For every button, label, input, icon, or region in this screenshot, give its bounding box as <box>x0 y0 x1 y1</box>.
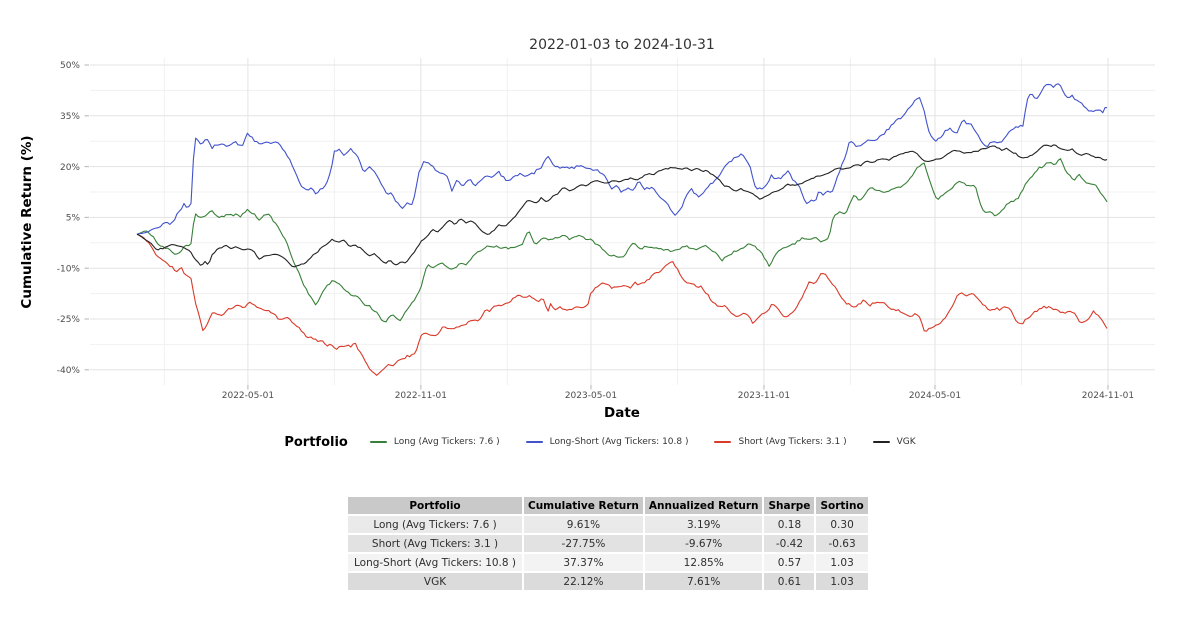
table-cell: 12.85% <box>642 552 765 573</box>
column-header: Sortino <box>814 495 870 516</box>
x-tick-label: 2023-11-01 <box>738 391 790 401</box>
summary-table: Portfolio Cumulative Return Annualized Ret… <box>346 495 870 592</box>
series-line-2 <box>136 233 1108 376</box>
legend-items: Long (Avg Tickers: 7.6 ) Long-Short (Avg … <box>369 437 916 447</box>
y-tick-label: 35% <box>60 112 80 122</box>
legend-label: Short (Avg Tickers: 3.1 ) <box>738 437 847 447</box>
table-cell: 37.37% <box>522 552 645 573</box>
summary-table-header: Portfolio Cumulative Return Annualized Ret… <box>346 495 870 516</box>
column-header: Annualized Return <box>642 495 765 516</box>
table-cell: 0.57 <box>762 552 817 573</box>
table-cell: VGK <box>346 571 524 592</box>
chart-title: 2022-01-03 to 2024-10-31 <box>529 37 715 53</box>
column-header: Portfolio <box>346 495 524 516</box>
legend-label: Long-Short (Avg Tickers: 10.8 ) <box>549 437 689 447</box>
series-line-3 <box>136 144 1108 268</box>
table-cell: 22.12% <box>522 571 645 592</box>
legend-item-1: Long-Short (Avg Tickers: 10.8 ) <box>525 437 689 447</box>
axis-tick-labels: 50% 35% 20% 5% -10% -25% -40% 2022-05-01 2022-11… <box>57 61 1134 401</box>
legend: Portfolio Long (Avg Tickers: 7.6 ) Long-S… <box>0 429 1200 455</box>
column-header: Sharpe <box>762 495 817 516</box>
x-tick-label: 2022-05-01 <box>222 391 274 401</box>
y-tick-label: -25% <box>57 315 81 325</box>
table-cell: 0.18 <box>762 514 817 535</box>
legend-title: Portfolio <box>284 434 348 450</box>
summary-table-body: Long (Avg Tickers: 7.6 ) 9.61% 3.19% 0.18 0.… <box>346 514 870 592</box>
table-cell: 0.30 <box>814 514 870 535</box>
y-axis-title: Cumulative Return (%) <box>19 135 35 308</box>
table-cell: -27.75% <box>522 533 645 554</box>
y-tick-label: 20% <box>60 163 80 173</box>
y-tick-label: -40% <box>57 366 81 376</box>
x-tick-label: 2023-05-01 <box>565 391 617 401</box>
table-cell: 7.61% <box>642 571 765 592</box>
series-line-1 <box>136 83 1108 235</box>
legend-item-3: VGK <box>872 437 916 447</box>
legend-line-swatch <box>714 441 732 443</box>
legend-item-2: Short (Avg Tickers: 3.1 ) <box>714 437 847 447</box>
y-tick-label: 5% <box>66 214 81 224</box>
table-header-row: Portfolio Cumulative Return Annualized Ret… <box>346 495 870 516</box>
x-tick-label: 2022-11-01 <box>395 391 447 401</box>
cumulative-return-chart: 50% 35% 20% 5% -10% -25% -40% 2022-05-01 2022-11… <box>19 37 1155 421</box>
table-row: Long-Short (Avg Tickers: 10.8 ) 37.37% 12.… <box>346 552 870 573</box>
table-cell: 0.61 <box>762 571 817 592</box>
table-cell: 1.03 <box>814 571 870 592</box>
legend-line-swatch <box>369 441 387 443</box>
series-line-0 <box>136 158 1108 323</box>
x-tick-label: 2024-11-01 <box>1082 391 1134 401</box>
axis-tick-marks <box>84 64 1109 390</box>
minor-gridlines <box>90 58 1155 385</box>
legend-line-swatch <box>872 441 890 443</box>
table-cell: Long (Avg Tickers: 7.6 ) <box>346 514 524 535</box>
series-lines <box>136 83 1108 376</box>
table-cell: 9.61% <box>522 514 645 535</box>
table-cell: -9.67% <box>642 533 765 554</box>
table-row: Long (Avg Tickers: 7.6 ) 9.61% 3.19% 0.18 0.… <box>346 514 870 535</box>
table-cell: 3.19% <box>642 514 765 535</box>
x-axis-title: Date <box>604 405 640 421</box>
table-row: Short (Avg Tickers: 3.1 ) -27.75% -9.67% -0… <box>346 533 870 554</box>
y-tick-label: -10% <box>57 264 81 274</box>
table-cell: Short (Avg Tickers: 3.1 ) <box>346 533 524 554</box>
table-row: VGK 22.12% 7.61% 0.61 1.03 <box>346 571 870 592</box>
x-tick-label: 2024-05-01 <box>909 391 961 401</box>
legend-label: VGK <box>896 437 916 447</box>
major-gridlines <box>90 58 1155 385</box>
y-tick-label: 50% <box>60 61 80 71</box>
legend-label: Long (Avg Tickers: 7.6 ) <box>393 437 500 447</box>
table-cell: Long-Short (Avg Tickers: 10.8 ) <box>346 552 524 573</box>
table-cell: -0.63 <box>814 533 870 554</box>
legend-line-swatch <box>525 441 543 443</box>
table-cell: 1.03 <box>814 552 870 573</box>
legend-item-0: Long (Avg Tickers: 7.6 ) <box>369 437 500 447</box>
column-header: Cumulative Return <box>522 495 645 516</box>
table-cell: -0.42 <box>762 533 817 554</box>
